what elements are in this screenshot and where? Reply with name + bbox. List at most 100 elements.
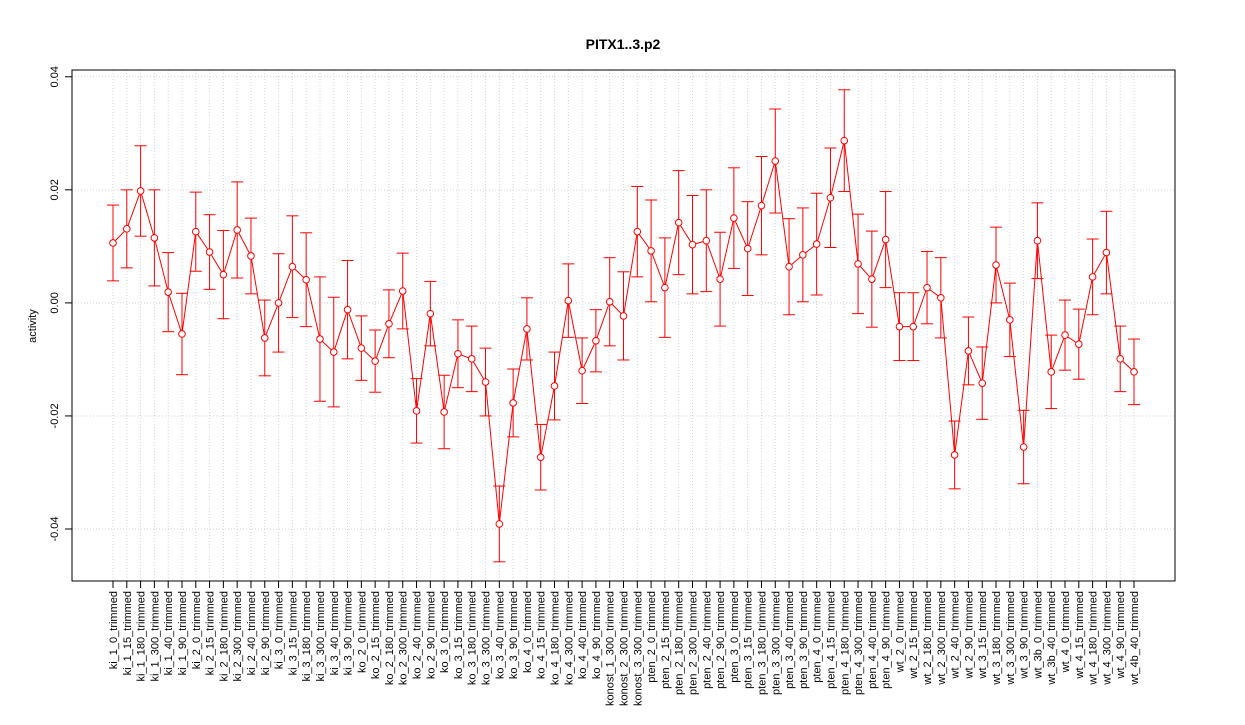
- x-tick-label: ki_3_15_trimmed: [287, 591, 299, 675]
- point: [178, 330, 186, 338]
- x-tick-label: wt_4b_40_trimmed: [1129, 591, 1141, 686]
- x-tick-label: pten_2_15_trimmed: [660, 591, 672, 689]
- point: [1047, 368, 1056, 376]
- x-tick-label: pten_2_90_trimmed: [715, 591, 727, 689]
- point: [923, 283, 931, 292]
- x-tick-label: wt_4_300_trimmed: [1101, 591, 1113, 686]
- point: [219, 270, 228, 279]
- x-tick-label: ki_3_0_trimmed: [274, 591, 286, 669]
- x-tick-label: ki_2_0_trimmed: [191, 591, 203, 669]
- point: [426, 309, 435, 318]
- x-tick-label: pten_4_300_trimmed: [853, 591, 865, 695]
- point: [288, 262, 297, 271]
- x-tick-label: wt_2_90_trimmed: [963, 591, 975, 679]
- point: [730, 214, 738, 222]
- x-tick-label: konost_2_300_trimmed: [619, 591, 631, 706]
- x-tick-label: ko_2_40_trimmed: [412, 591, 424, 679]
- point: [536, 453, 545, 462]
- x-tick-label: pten_3_40_trimmed: [784, 591, 796, 689]
- x-tick-label: ki_2_90_trimmed: [260, 591, 272, 675]
- point: [1088, 273, 1097, 281]
- point: [826, 193, 835, 202]
- point: [619, 312, 628, 320]
- point: [757, 201, 766, 210]
- x-tick-label: wt_3_15_trimmed: [977, 591, 989, 679]
- point: [164, 288, 172, 296]
- x-tick-label: ki_3_90_trimmed: [343, 591, 355, 675]
- y-tick-label: -0.02: [49, 403, 61, 428]
- x-tick-label: wt_3_180_trimmed: [991, 591, 1003, 686]
- x-tick-label: ki_1_15_trimmed: [122, 591, 134, 675]
- point: [467, 355, 476, 363]
- x-tick-label: pten_4_180_trimmed: [839, 591, 851, 695]
- point: [398, 287, 407, 295]
- x-tick-label: ko_2_90_trimmed: [425, 591, 437, 679]
- point: [509, 399, 517, 407]
- x-tick-label: wt_2_180_trimmed: [922, 591, 934, 686]
- x-tick-label: wt_3b_40_trimmed: [1046, 591, 1058, 686]
- point: [661, 283, 669, 292]
- point: [633, 227, 642, 236]
- x-tick-label: pten_4_0_trimmed: [812, 591, 824, 683]
- x-tick-label: ki_2_180_trimmed: [218, 591, 230, 682]
- x-tick-label: ko_3_90_trimmed: [508, 591, 520, 679]
- point: [799, 251, 807, 259]
- x-tick-label: ki_1_90_trimmed: [177, 591, 189, 675]
- point: [150, 234, 159, 242]
- point: [191, 227, 200, 236]
- x-tick-label: ko_3_300_trimmed: [481, 591, 493, 685]
- point: [881, 235, 890, 244]
- point: [412, 407, 421, 415]
- point: [743, 244, 752, 253]
- point: [1116, 355, 1125, 363]
- point: [122, 225, 131, 233]
- x-tick-label: ko_4_90_trimmed: [591, 591, 603, 679]
- x-tick-label: ki_1_300_trimmed: [149, 591, 161, 682]
- x-tick-label: pten_2_180_trimmed: [674, 591, 686, 695]
- point: [992, 261, 1000, 269]
- y-tick-label: 0.02: [49, 179, 61, 200]
- point: [812, 240, 821, 248]
- plot-frame: [71, 69, 1176, 582]
- x-tick-label: wt_4_0_trimmed: [1060, 591, 1072, 673]
- point: [1102, 248, 1111, 257]
- x-tick-label: ko_2_0_trimmed: [356, 591, 368, 673]
- point: [978, 379, 987, 387]
- point: [771, 157, 780, 165]
- x-tick-label: ko_4_180_trimmed: [550, 591, 562, 685]
- y-tick-label: -0.04: [49, 516, 61, 541]
- point: [1061, 331, 1069, 339]
- x-tick-label: konost_3_300_trimmed: [632, 591, 644, 706]
- x-tick-label: ki_2_40_trimmed: [246, 591, 258, 675]
- point: [329, 348, 338, 356]
- point: [481, 378, 490, 386]
- x-tick-label: wt_2_0_trimmed: [894, 591, 906, 673]
- point: [550, 382, 559, 390]
- point: [302, 275, 310, 284]
- x-tick-label: pten_4_15_trimmed: [825, 591, 837, 689]
- point: [523, 325, 531, 333]
- point: [564, 296, 573, 305]
- point: [371, 357, 379, 365]
- point: [647, 247, 655, 255]
- x-tick-label: pten_4_90_trimmed: [881, 591, 893, 689]
- x-tick-label: ki_3_300_trimmed: [315, 591, 327, 682]
- x-tick-label: pten_2_0_trimmed: [646, 591, 658, 683]
- x-tick-label: ko_3_40_trimmed: [494, 591, 506, 679]
- x-tick-label: wt_3b_0_trimmed: [1032, 591, 1044, 679]
- point: [440, 408, 448, 416]
- x-tick-label: pten_3_90_trimmed: [798, 591, 810, 689]
- x-tick-label: wt_4_15_trimmed: [1074, 591, 1086, 679]
- x-tick-label: pten_2_300_trimmed: [687, 591, 699, 695]
- x-tick-label: wt_2_15_trimmed: [908, 591, 920, 679]
- point: [233, 226, 241, 234]
- point: [688, 240, 697, 249]
- x-tick-label: ko_4_300_trimmed: [563, 591, 575, 685]
- x-tick-label: wt_2_40_trimmed: [950, 591, 962, 679]
- y-tick-label: 0.04: [49, 66, 61, 87]
- x-tick-label: ko_4_0_trimmed: [522, 591, 534, 673]
- x-tick-label: wt_4_180_trimmed: [1088, 591, 1100, 686]
- point: [1006, 316, 1014, 324]
- point: [702, 236, 711, 245]
